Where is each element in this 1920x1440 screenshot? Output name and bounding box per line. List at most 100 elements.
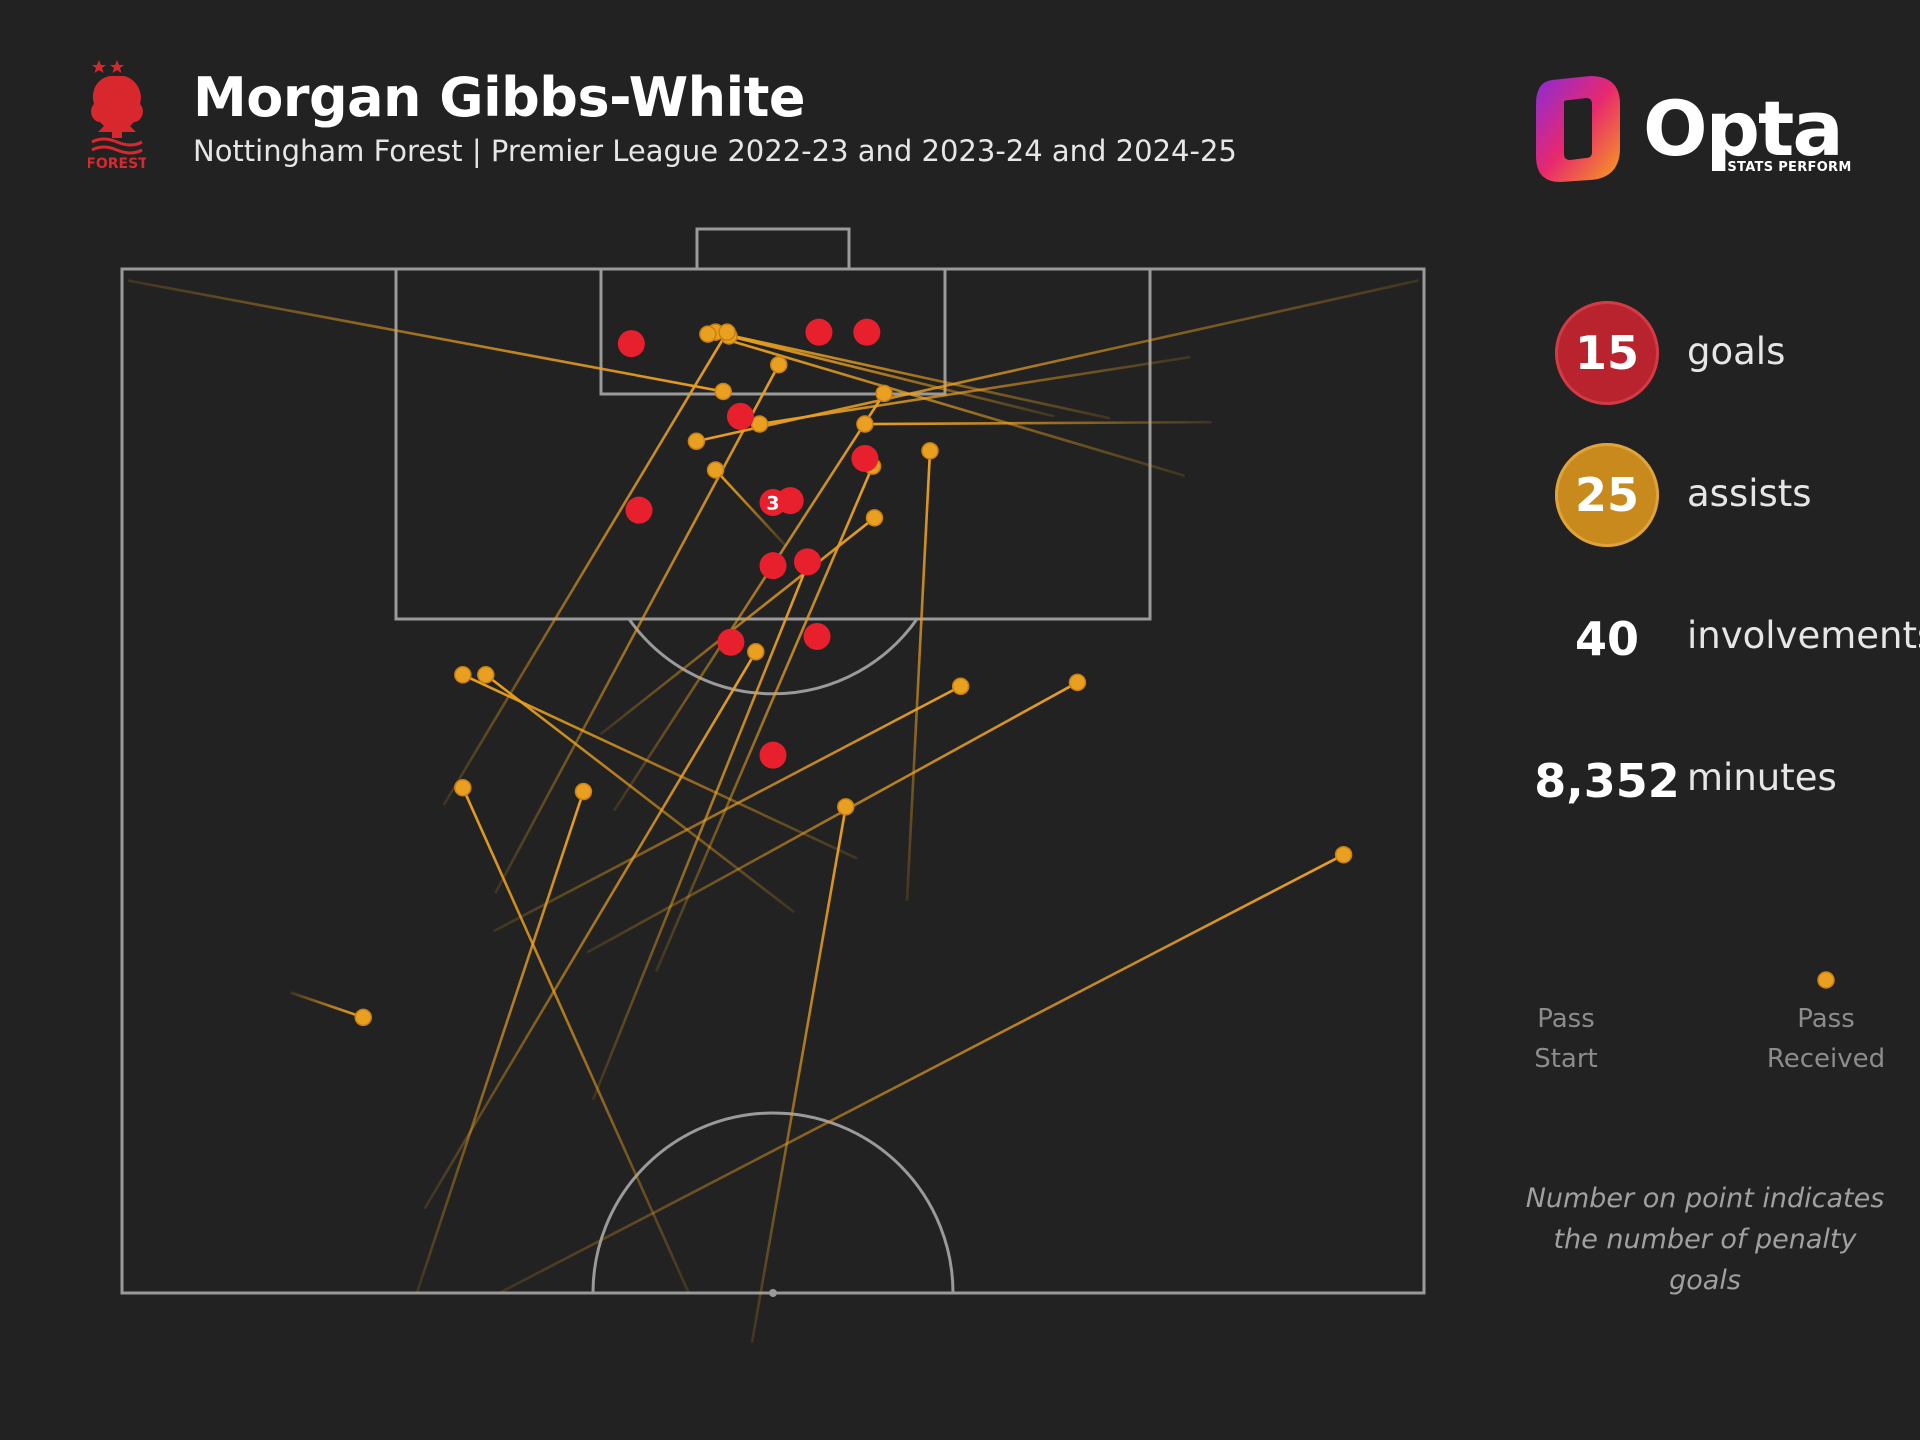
opta-logo-subtext: BY STATS PERFORM — [1712, 160, 1852, 175]
penalty-goal-point — [759, 489, 787, 517]
goal-point — [793, 548, 821, 576]
assists-label: assists — [1687, 472, 1812, 515]
page-title: Morgan Gibbs-White — [193, 66, 806, 129]
assist-received-point — [1334, 845, 1353, 864]
assist-pass-line — [864, 420, 1212, 426]
assist-pass-line — [290, 991, 364, 1019]
assist-received-point — [714, 382, 732, 401]
goal-point — [805, 318, 833, 346]
crest-trunk — [112, 120, 122, 138]
assist-received-point — [856, 415, 874, 433]
goals-label: goals — [1687, 330, 1786, 373]
assist-pass-line — [759, 355, 1191, 426]
goal-point — [851, 444, 879, 472]
assist-pass-line — [498, 853, 1345, 1295]
legend-pass-received-line2: Received — [1766, 1044, 1886, 1074]
crest-waves — [91, 137, 143, 155]
assist-received-point — [354, 1008, 373, 1027]
opta-logo-text: Opta — [1643, 84, 1844, 173]
goal-point — [625, 496, 653, 524]
crest-tree — [91, 76, 143, 132]
goal-point — [803, 622, 831, 650]
assist-pass-line — [591, 559, 811, 1101]
goal-layer: 3 — [617, 318, 881, 769]
assist-pass-line — [905, 450, 932, 901]
assist-pass-line — [492, 685, 962, 933]
assist-pass-line — [715, 330, 1111, 420]
opta-logo-stats-perform: STATS PERFORM — [1727, 160, 1852, 175]
centre-circle — [591, 1111, 955, 1294]
assist-received-point — [699, 325, 717, 343]
legend-pass-start-line2: Start — [1534, 1044, 1598, 1074]
assist-layer — [127, 279, 1419, 1343]
assist-received-point — [921, 442, 939, 460]
assist-received-point — [865, 509, 884, 527]
legend-pass-start-line1: Pass — [1537, 1004, 1595, 1034]
penalty-note-line1: Number on point indicates — [1525, 1183, 1885, 1214]
penalty-note: Number on point indicates the number of … — [1520, 1178, 1890, 1301]
opta-logo-by: BY — [1712, 164, 1723, 173]
legend-pass-received-line1: Pass — [1797, 1004, 1855, 1034]
assist-pass-line — [462, 673, 858, 860]
assists-stat-circle: 25 — [1555, 443, 1659, 547]
crest-star-right — [110, 60, 124, 73]
page-subtitle: Nottingham Forest | Premier League 2022-… — [193, 134, 1237, 168]
goals-stat-circle: 15 — [1555, 301, 1659, 405]
assist-pass-line — [586, 681, 1079, 954]
goal-point — [759, 741, 787, 769]
assist-pass-line — [612, 392, 886, 812]
assist-received-point — [454, 666, 472, 684]
involvements-value: 40 — [1574, 612, 1639, 666]
goal-point — [617, 330, 645, 358]
assist-received-point — [769, 355, 788, 374]
penalty-goal-count: 3 — [766, 493, 779, 515]
goal-point — [853, 318, 881, 346]
goal-point — [717, 628, 745, 656]
crest-star-left — [92, 60, 106, 73]
assist-pass-line — [714, 469, 788, 548]
assist-received-point — [574, 782, 593, 801]
involvements-label: involvements — [1687, 614, 1920, 657]
assist-pass-line — [494, 364, 780, 894]
pass-received-marker — [1817, 971, 1835, 989]
goal-frame — [695, 227, 851, 271]
goal-point — [759, 552, 787, 580]
pass-legend-line — [1566, 971, 1835, 989]
assist-received-point — [454, 778, 472, 797]
assist-pass-line — [599, 516, 876, 736]
assist-received-point — [687, 432, 706, 451]
assist-pass-line — [423, 651, 757, 1210]
minutes-value: 8,352 — [1534, 754, 1680, 808]
assist-pass-line — [415, 791, 585, 1294]
penalty-note-line2: the number of penalty goals — [1553, 1224, 1857, 1296]
assist-pass-line — [655, 465, 874, 972]
goal-point — [726, 402, 754, 430]
penalty-box — [394, 267, 1152, 621]
assist-pass-line — [442, 331, 729, 806]
goals-value: 15 — [1574, 326, 1639, 380]
legend-pass-start: Pass Start — [1506, 999, 1626, 1079]
minutes-label: minutes — [1687, 756, 1837, 799]
assist-received-point — [875, 384, 893, 403]
legend-pass-received: Pass Received — [1766, 999, 1886, 1079]
centre-spot — [769, 1289, 777, 1297]
opta-logo-mark — [1536, 76, 1620, 182]
assist-received-point — [477, 666, 495, 684]
assist-pass-line — [707, 332, 1186, 477]
assist-received-point — [951, 677, 970, 696]
assist-received-point — [718, 323, 736, 341]
assist-received-point — [747, 643, 765, 661]
assist-pass-line — [750, 806, 848, 1343]
crest-text: FOREST — [88, 156, 146, 172]
club-crest: FOREST — [88, 60, 146, 172]
assists-value: 25 — [1574, 468, 1639, 522]
assist-pass-line — [728, 334, 1055, 418]
assist-received-point — [750, 415, 769, 433]
assist-received-point — [1068, 673, 1087, 692]
penalty-arc — [627, 618, 919, 696]
assist-pass-line — [127, 279, 724, 393]
assist-pass-line — [485, 673, 795, 914]
assist-received-point — [706, 461, 725, 479]
assist-received-point — [837, 798, 855, 816]
